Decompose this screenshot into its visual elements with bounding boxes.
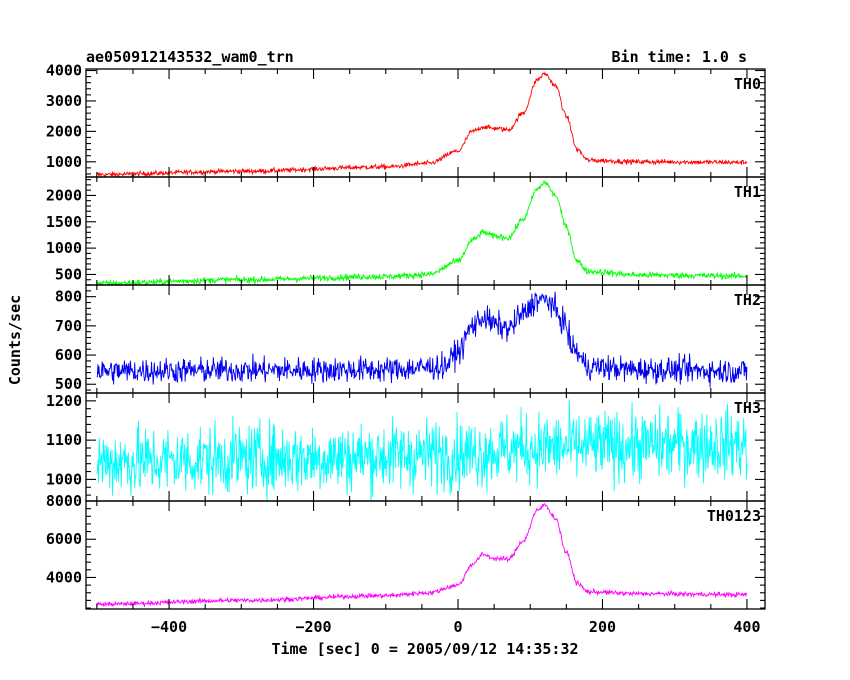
panel-th2: 500 600 700 800 TH2 — [55, 284, 766, 394]
y-tick-label: 4000 — [46, 568, 82, 586]
y-tick-label: 8000 — [46, 492, 82, 510]
y-tick-label: 500 — [55, 375, 82, 393]
series-line-th0123 — [96, 503, 748, 608]
y-tick-label: 4000 — [46, 62, 82, 80]
y-tick-label: 2000 — [46, 122, 82, 140]
panel-th0: 1000 2000 3000 4000 TH0 — [46, 62, 766, 178]
series-line-th3 — [96, 399, 748, 501]
y-tick-label: 800 — [55, 288, 82, 306]
chart-title: ae050912143532_wam0_trn — [86, 48, 294, 66]
y-tick-label: 700 — [55, 317, 82, 335]
panel-label: TH3 — [734, 399, 761, 417]
panel-label: TH1 — [734, 183, 761, 201]
panel-th1: 500 1000 1500 2000 TH1 — [46, 176, 766, 286]
y-tick-label: 600 — [55, 346, 82, 364]
y-tick-label: 1000 — [46, 153, 82, 171]
y-tick-label: 2000 — [46, 186, 82, 204]
panel-frame — [85, 68, 766, 178]
x-tick-label: 0 — [453, 618, 462, 636]
y-tick-label: 6000 — [46, 530, 82, 548]
x-tick-label: −400 — [151, 618, 187, 636]
x-tick-label: −200 — [295, 618, 331, 636]
x-tick-label: 400 — [733, 618, 760, 636]
y-tick-label: 1000 — [46, 470, 82, 488]
x-tick-label: 200 — [589, 618, 616, 636]
panel-frame — [85, 176, 766, 286]
series-line-th1 — [97, 180, 748, 285]
y-tick-label: 1500 — [46, 213, 82, 231]
panel-th3: 1000 1100 1200 TH3 — [46, 392, 766, 502]
y-tick-label: 3000 — [46, 92, 82, 110]
bin-time-label: Bin time: 1.0 s — [612, 48, 747, 66]
y-axis-label: Counts/sec — [6, 295, 24, 385]
y-tick-label: 1000 — [46, 239, 82, 257]
panel-label: TH0123 — [707, 507, 761, 525]
x-axis-label: Time [sec] 0 = 2005/09/12 14:35:32 — [271, 640, 578, 658]
y-tick-label: 1200 — [46, 392, 82, 410]
panel-label: TH0 — [734, 75, 761, 93]
panel-th0123: 4000 6000 8000 TH0123 — [46, 492, 766, 610]
series-line-th0 — [96, 71, 748, 177]
series-line-th2 — [96, 291, 748, 388]
panel-label: TH2 — [734, 291, 761, 309]
y-tick-label: 500 — [55, 265, 82, 283]
y-tick-label: 1100 — [46, 431, 82, 449]
